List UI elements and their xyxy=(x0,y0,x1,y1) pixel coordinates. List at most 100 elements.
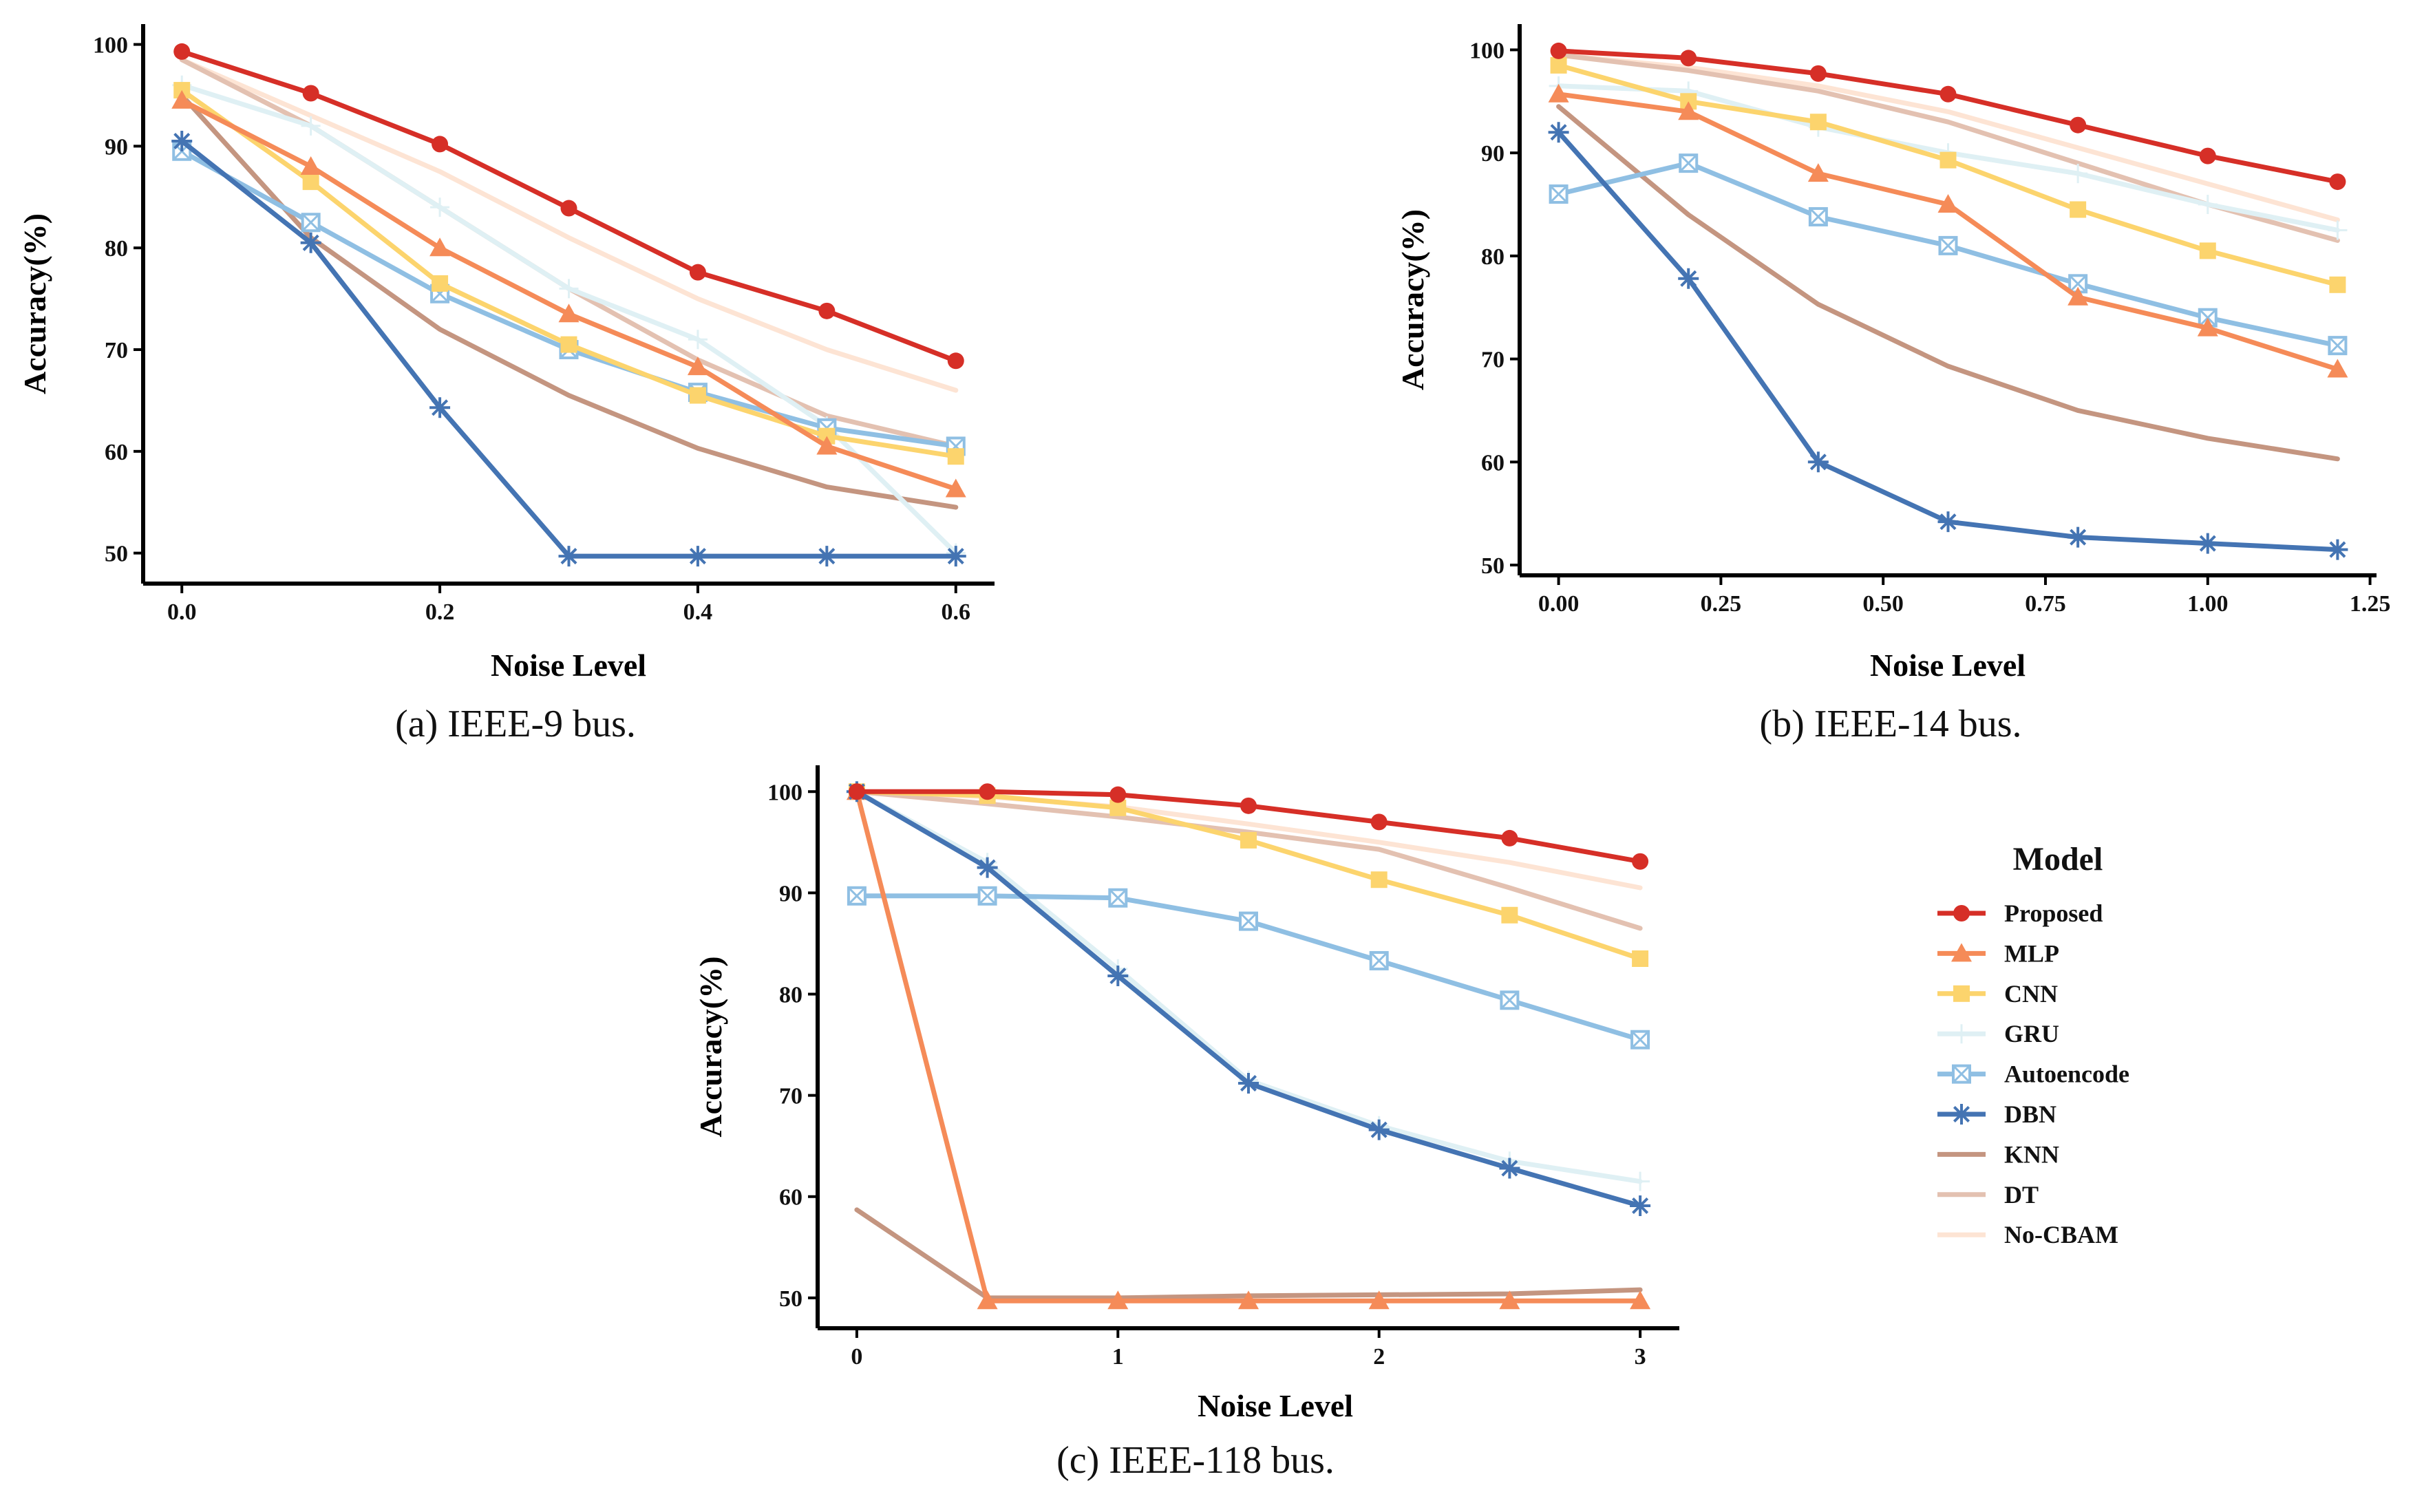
series-cnn-marker xyxy=(947,448,964,465)
legend-proposed-marker xyxy=(1953,905,1970,922)
panel-caption: (b) IEEE-14 bus. xyxy=(1759,703,2021,745)
y-tick-label: 90 xyxy=(779,881,802,906)
series-dbn-marker xyxy=(1368,1119,1390,1140)
y-tick-label: 80 xyxy=(105,236,128,262)
y-tick-label: 80 xyxy=(1481,244,1505,270)
y-tick-label: 90 xyxy=(105,134,128,160)
series-autoencode-marker xyxy=(1369,950,1389,970)
series-no-cbam-line xyxy=(1556,52,2340,222)
series-dbn-marker xyxy=(429,397,451,418)
series-mlp-marker xyxy=(1499,1290,1520,1310)
series-mlp-marker xyxy=(171,89,193,109)
x-tick-label: 0.6 xyxy=(942,599,971,625)
y-tick-label: 60 xyxy=(1481,450,1505,476)
series-autoencode-marker xyxy=(847,886,867,906)
series-cnn-marker xyxy=(1370,871,1388,888)
series-knn-line xyxy=(1556,104,2340,462)
legend-label: DBN xyxy=(2004,1100,2056,1128)
x-tick-label: 1.00 xyxy=(2187,591,2229,617)
x-axis-label: Noise Level xyxy=(1198,1388,1353,1423)
legend-item-no-cbam: No-CBAM xyxy=(1937,1221,2118,1248)
x-tick-label: 0.0 xyxy=(167,599,197,625)
series-dbn xyxy=(1548,122,2348,560)
y-tick-label: 100 xyxy=(1469,38,1505,63)
series-proposed-marker xyxy=(560,200,577,217)
y-axis-label: Accuracy(%) xyxy=(693,956,728,1137)
series-proposed-marker xyxy=(1632,853,1649,870)
legend-title: Model xyxy=(2013,841,2103,877)
series-gru-marker xyxy=(301,116,321,136)
series-mlp-marker xyxy=(2197,317,2218,337)
series-mlp-marker xyxy=(2327,359,2348,378)
series-mlp-marker xyxy=(1678,101,1699,120)
series-autoencode-marker xyxy=(1808,206,1828,226)
series-autoencode-marker xyxy=(977,886,997,906)
legend-item-gru: GRU xyxy=(1937,1020,2059,1047)
series-dbn xyxy=(846,781,1651,1216)
series-proposed-marker xyxy=(848,783,865,800)
chart-panel-3: 50 60 70 80 90 100 0 1 2 3 Noise Level Accuracy(%) (… xyxy=(693,765,1679,1482)
series-proposed-marker xyxy=(979,783,996,800)
series-dbn-marker xyxy=(558,546,580,567)
series-mlp-marker xyxy=(1368,1290,1390,1310)
legend-item-dt: DT xyxy=(1937,1181,2039,1208)
x-tick-label: 0.25 xyxy=(1701,591,1742,617)
chart-panel-1: 50 60 70 80 90 100 0.0 0.2 0.4 0.6 Noise Level Accu… xyxy=(17,24,995,745)
series-autoencode-marker xyxy=(301,213,321,233)
series-dbn-marker xyxy=(300,232,321,253)
series-mlp-marker xyxy=(945,478,966,498)
legend-item-autoencode: Autoencode xyxy=(1937,1061,2129,1088)
series-cnn-marker xyxy=(1939,151,1957,169)
legend-label: MLP xyxy=(2004,939,2059,967)
series-mlp-marker xyxy=(1548,83,1569,103)
series-proposed-marker xyxy=(1501,829,1518,846)
series-autoencode-marker xyxy=(1630,1030,1650,1050)
legend-item-dbn: DBN xyxy=(1937,1100,2056,1128)
panel-caption: (c) IEEE-118 bus. xyxy=(1056,1439,1335,1482)
series-no-cbam xyxy=(1556,52,2340,222)
x-axis-label: Noise Level xyxy=(491,648,646,683)
series-mlp-marker xyxy=(977,1290,998,1310)
series-gru-marker xyxy=(2328,220,2348,240)
y-tick-label: 50 xyxy=(1481,553,1505,579)
series-proposed xyxy=(173,43,964,370)
series-mlp xyxy=(171,89,966,498)
legend-dbn-marker xyxy=(1951,1104,1972,1125)
legend-label: CNN xyxy=(2004,980,2058,1008)
y-tick-label: 70 xyxy=(1481,348,1505,373)
series-mlp-marker xyxy=(1937,194,1959,213)
series-dbn-marker xyxy=(2327,539,2348,560)
series-autoencode-marker xyxy=(1239,911,1258,931)
series-gru-marker xyxy=(430,198,450,217)
x-axis-label: Noise Level xyxy=(1870,648,2026,683)
series-proposed-marker xyxy=(1939,85,1957,103)
series-cnn-marker xyxy=(1809,114,1827,131)
series-dbn-marker xyxy=(1678,268,1699,289)
series-dbn-marker xyxy=(1548,122,1569,143)
x-tick-label: 3 xyxy=(1635,1344,1646,1370)
series-mlp-marker xyxy=(1107,1290,1129,1310)
series-proposed-marker xyxy=(1370,813,1388,831)
legend-label: Autoencode xyxy=(2004,1061,2129,1088)
series-cnn-marker xyxy=(2199,242,2216,259)
legend-item-cnn: CNN xyxy=(1937,980,2058,1008)
series-cnn-marker xyxy=(560,336,577,353)
series-proposed-marker xyxy=(818,302,836,319)
series-cnn-marker xyxy=(432,275,449,292)
x-tick-label: 1.25 xyxy=(2350,591,2391,617)
series-gru-marker xyxy=(1630,1171,1650,1191)
series-cnn-marker xyxy=(1240,831,1257,849)
y-axis-label: Accuracy(%) xyxy=(17,213,52,394)
series-autoencode-marker xyxy=(1108,888,1128,908)
series-dbn-marker xyxy=(2067,526,2089,548)
series-proposed-marker xyxy=(173,43,191,60)
x-tick-label: 0.75 xyxy=(2025,591,2066,617)
series-cnn-marker xyxy=(2070,201,2087,218)
series-proposed-marker xyxy=(432,136,449,153)
series-proposed-marker xyxy=(2329,173,2346,191)
y-tick-label: 80 xyxy=(779,982,802,1008)
chart-panel-2: 50 60 70 80 90 100 0.00 0.25 0.50 0.75 1.00 1.25 Noi… xyxy=(1395,24,2390,745)
series-proposed-marker xyxy=(1550,42,1567,59)
series-dbn-marker xyxy=(171,130,193,151)
